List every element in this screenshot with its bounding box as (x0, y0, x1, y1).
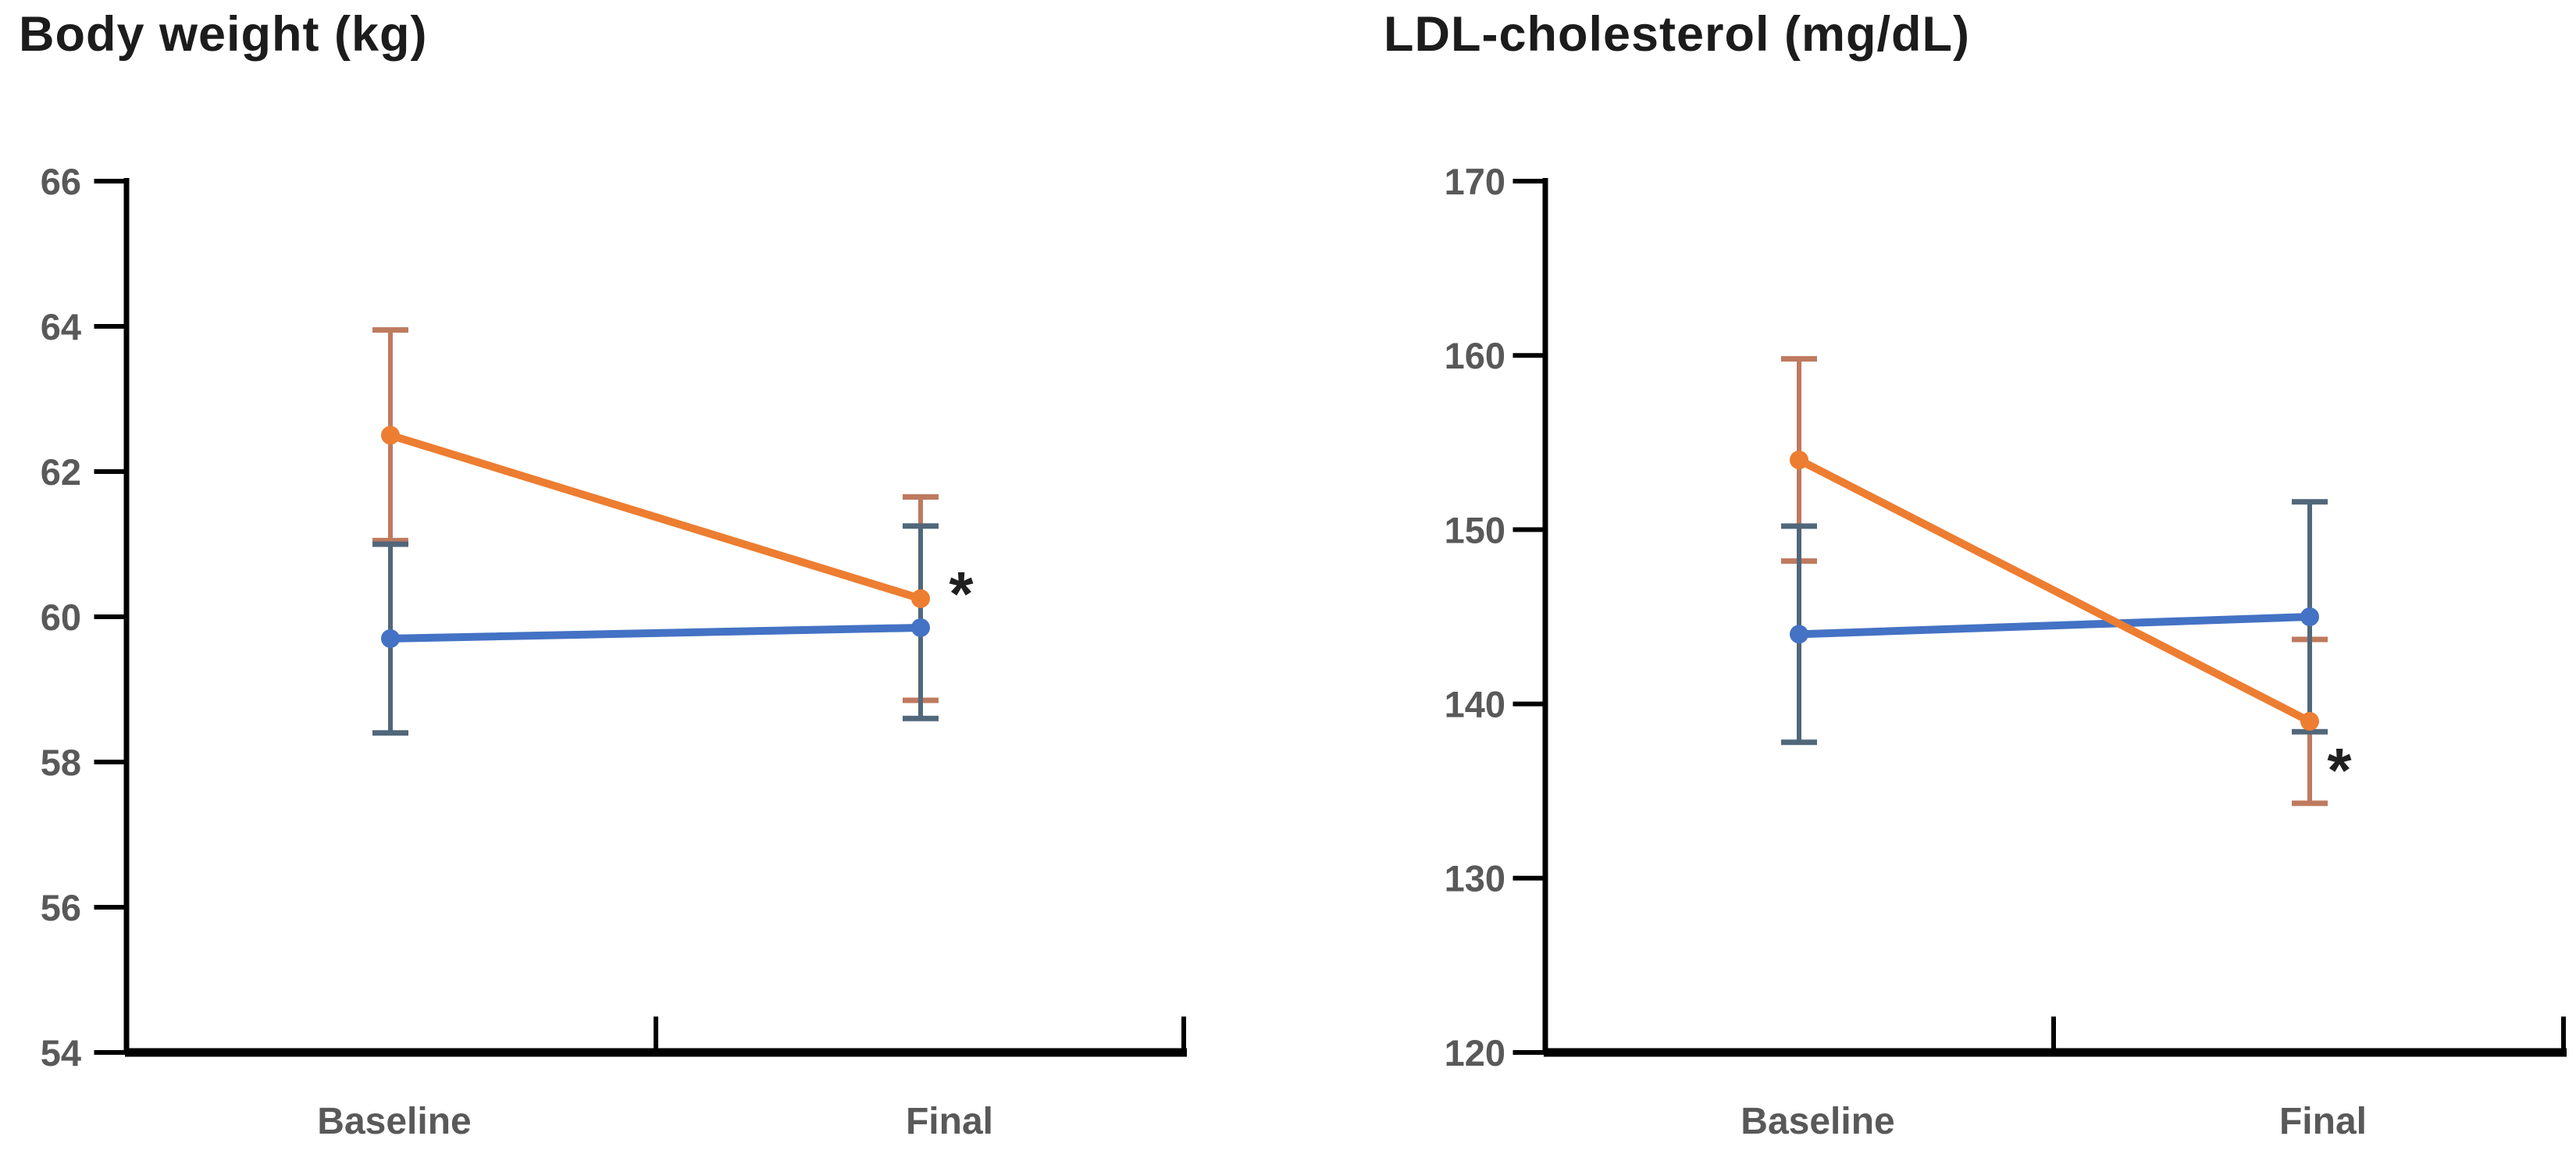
y-tick-label: 170 (1445, 161, 1505, 202)
series-line-orange (1795, 456, 2314, 725)
data-point-marker-blue (2300, 607, 2319, 626)
series-line-orange (387, 431, 925, 603)
data-point-marker-blue (381, 629, 400, 648)
ldl-cholesterol-chart: 170 160 150 140 130 120 Baseline Final * (1445, 161, 2567, 1142)
y-tick-label: 56 (41, 887, 81, 928)
y-tick-label: 60 (41, 596, 81, 638)
data-point-marker-orange (1790, 450, 1808, 470)
series-line-blue (387, 623, 925, 643)
y-tick-label: 130 (1445, 858, 1505, 899)
series-line-blue (1795, 613, 2314, 639)
y-tick-label: 160 (1445, 335, 1505, 376)
significance-asterisk: * (2327, 735, 2352, 805)
y-tick-label: 66 (41, 161, 81, 202)
y-tick-label: 140 (1445, 684, 1505, 725)
chart-title-ldl-cholesterol: LDL-cholesterol (mg/dL) (1384, 7, 1970, 62)
x-category-label: Final (906, 1101, 993, 1142)
y-tick-label: 58 (41, 742, 81, 783)
y-tick-label: 64 (41, 306, 81, 347)
data-point-marker-orange (381, 426, 400, 445)
data-point-marker-blue (911, 618, 930, 637)
x-category-label: Baseline (317, 1101, 471, 1142)
significance-asterisk: * (949, 559, 974, 629)
data-point-marker-orange (2300, 711, 2319, 731)
chart-title-body-weight: Body weight (kg) (19, 7, 428, 62)
y-tick-label: 150 (1445, 509, 1505, 550)
data-point-marker-blue (1790, 625, 1808, 644)
data-point-marker-orange (911, 589, 930, 608)
y-tick-label: 120 (1445, 1032, 1505, 1074)
y-tick-label: 62 (41, 451, 81, 493)
body-weight-chart: 66 64 62 60 58 56 54 Baseline Final * (41, 161, 1187, 1142)
y-tick-label: 54 (41, 1032, 81, 1074)
x-category-label: Final (2279, 1101, 2367, 1142)
x-category-label: Baseline (1740, 1101, 1894, 1142)
